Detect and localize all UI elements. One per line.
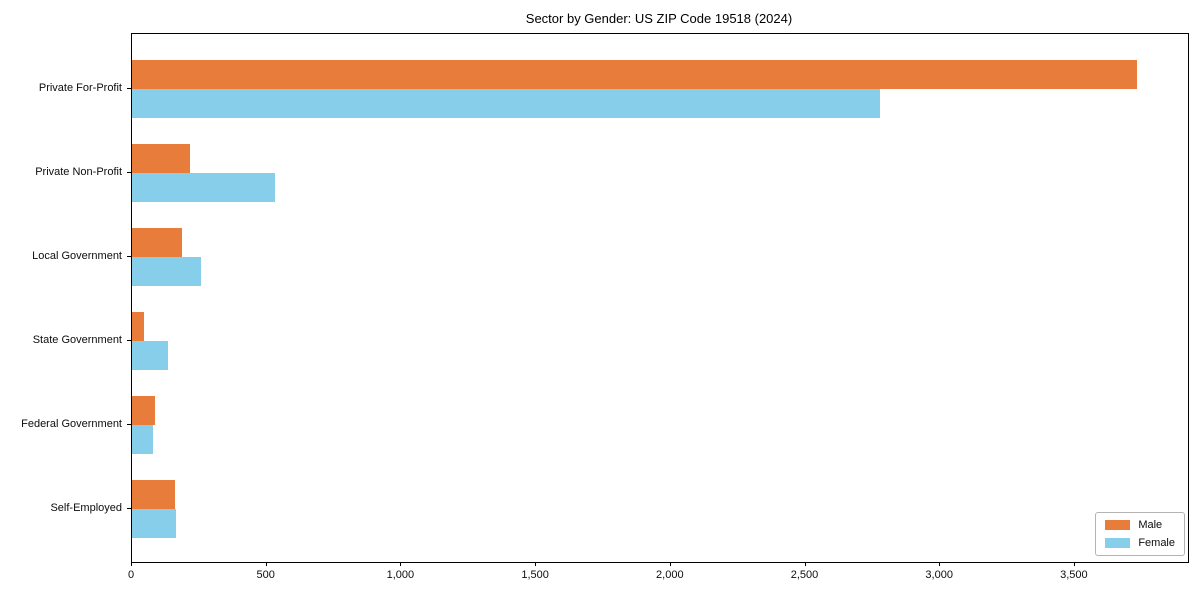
bar-male-private-for-profit [132, 60, 1137, 89]
chart-title: Sector by Gender: US ZIP Code 19518 (202… [525, 11, 793, 26]
bar-female-state-government [132, 341, 168, 370]
bar-female-private-non-profit [132, 173, 276, 202]
bar-female-federal-government [132, 425, 153, 454]
plot-area: Male Female [131, 33, 1189, 563]
y-tick-label-state-government: State Government [32, 334, 122, 346]
female-color-swatch [1105, 538, 1131, 548]
x-tick-label-3-000: 3,000 [925, 569, 953, 581]
x-tick-mark [804, 562, 806, 566]
y-tick-label-self-employed: Self-Employed [50, 502, 122, 514]
chart-legend: Male Female [1095, 512, 1185, 556]
x-tick-label-2-000: 2,000 [656, 569, 684, 581]
bar-female-self-employed [132, 509, 177, 538]
x-tick-mark [669, 562, 671, 566]
legend-item-male: Male [1105, 519, 1175, 531]
y-tick-label-local-government: Local Government [32, 250, 122, 262]
bar-male-self-employed [132, 480, 175, 509]
bar-male-private-non-profit [132, 144, 190, 173]
x-tick-label-500: 500 [256, 569, 275, 581]
y-tick-mark [127, 340, 131, 341]
y-tick-mark [127, 508, 131, 509]
x-tick-mark [1073, 562, 1075, 566]
x-tick-label-3-500: 3,500 [1060, 569, 1088, 581]
legend-label-male: Male [1138, 519, 1163, 531]
x-tick-mark [939, 562, 941, 566]
y-tick-mark [127, 172, 131, 173]
y-tick-mark [127, 256, 131, 257]
legend-label-female: Female [1138, 537, 1175, 549]
y-tick-label-federal-government: Federal Government [21, 418, 122, 430]
bar-male-state-government [132, 312, 144, 341]
y-tick-label-private-non-profit: Private Non-Profit [35, 166, 122, 178]
legend-item-female: Female [1105, 537, 1175, 549]
x-tick-mark [265, 562, 267, 566]
bar-male-local-government [132, 228, 183, 257]
male-color-swatch [1105, 520, 1131, 530]
x-tick-mark [131, 562, 132, 566]
y-tick-mark [127, 88, 131, 89]
x-tick-label-1-000: 1,000 [386, 569, 415, 581]
bar-female-local-government [132, 257, 201, 286]
y-tick-label-private-for-profit: Private For-Profit [38, 82, 122, 94]
bar-male-federal-government [132, 396, 156, 425]
x-tick-mark [400, 562, 402, 566]
x-tick-label-1-500: 1,500 [521, 569, 549, 581]
x-tick-label-0: 0 [127, 569, 135, 581]
bar-female-private-for-profit [132, 89, 880, 118]
y-tick-mark [127, 424, 131, 425]
x-tick-label-2-500: 2,500 [790, 569, 819, 581]
x-tick-mark [535, 562, 537, 566]
